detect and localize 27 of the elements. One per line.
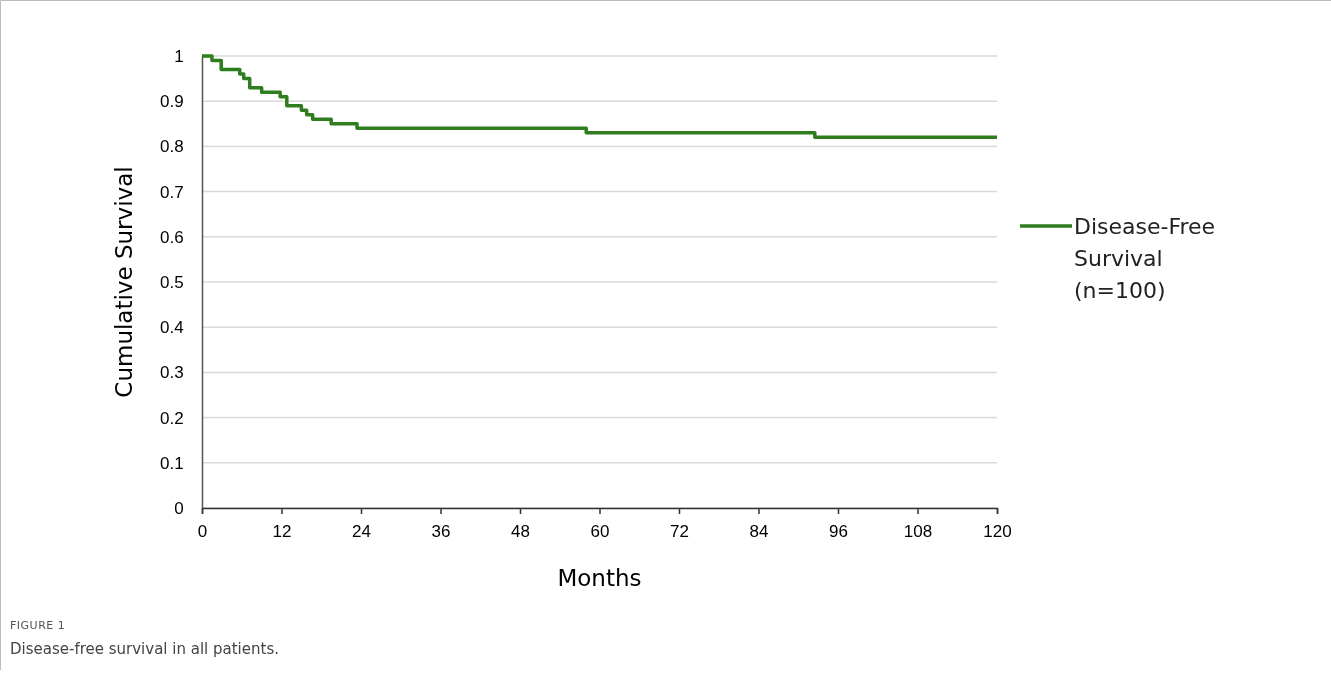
x-tick-label: 84 — [749, 522, 769, 542]
y-tick-label: 0.3 — [160, 363, 184, 383]
x-tick-label: 60 — [590, 522, 610, 542]
text: Disease-free survival in all patients. — [10, 640, 279, 658]
y-tick-label: 0.7 — [160, 182, 184, 202]
x-tick-label: 72 — [670, 522, 689, 542]
x-tick-label: 0 — [197, 522, 208, 542]
y-tick-label: 0.6 — [160, 227, 184, 247]
y-tick-label: 0.4 — [160, 318, 184, 338]
x-tick-label: 48 — [511, 522, 530, 542]
x-tick-label: 120 — [983, 522, 1012, 542]
y-tick-label: 0 — [174, 498, 184, 518]
y-tick-label: 0.2 — [160, 408, 184, 428]
x-tick-label: 24 — [352, 522, 371, 542]
x-tick-label: 12 — [272, 522, 292, 542]
y-tick-label: 1 — [174, 46, 184, 66]
y-tick-label: 0.8 — [160, 137, 184, 157]
y-tick-label: 0.9 — [160, 92, 184, 112]
x-tick-label: 96 — [829, 522, 848, 542]
y-axis-title: Cumulative Survival — [111, 166, 137, 398]
x-axis-title: Months — [557, 565, 642, 591]
x-tick-label: 36 — [431, 522, 451, 542]
legend-label: Disease-Free Survival (n=100) — [1074, 214, 1216, 303]
x-tick-label: 108 — [903, 522, 933, 542]
caption: FIGURE 1 — [10, 619, 66, 632]
y-tick-label: 0.5 — [160, 272, 184, 292]
y-tick-label: 0.1 — [160, 453, 184, 473]
